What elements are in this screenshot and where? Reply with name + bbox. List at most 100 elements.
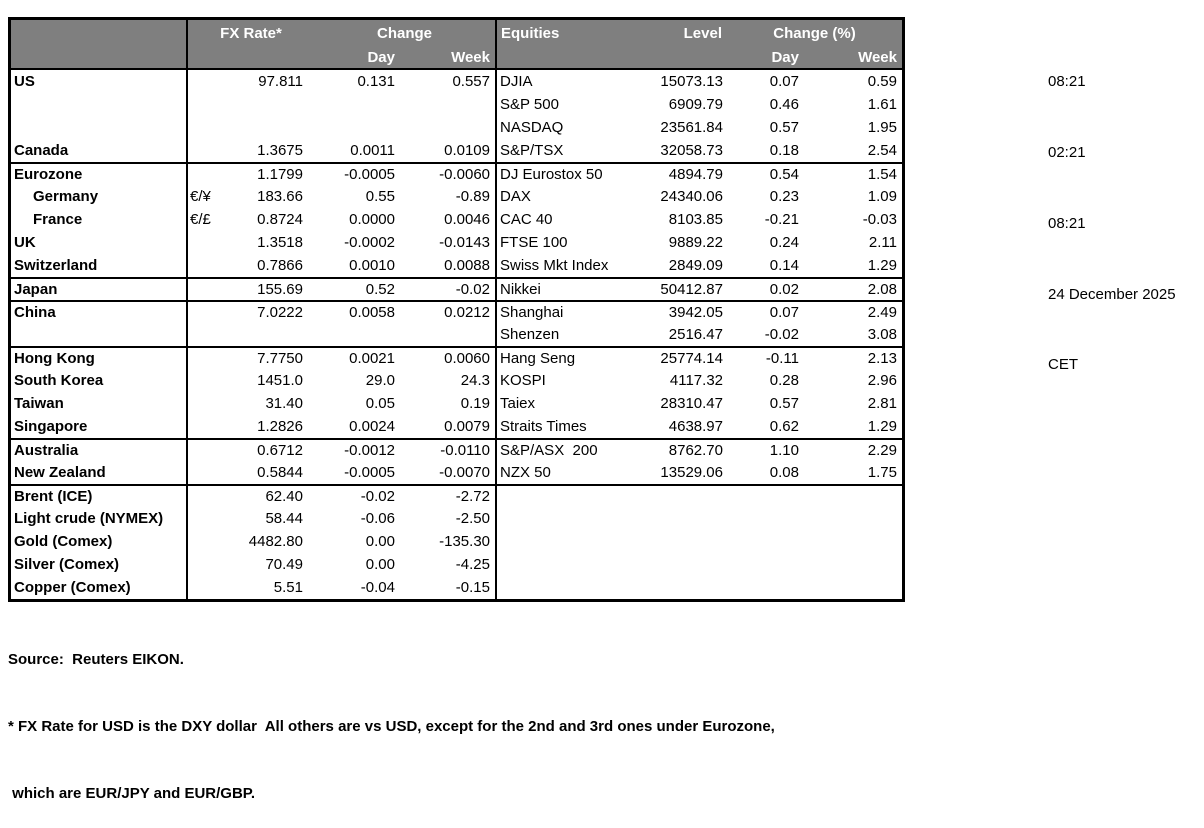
fx-pair-cell: €/£ bbox=[190, 211, 211, 228]
equity-name-cell: Taiex bbox=[495, 392, 635, 415]
fx-week-change-cell: -4.25 bbox=[455, 556, 490, 573]
fx-name-cell: Silver (Comex) bbox=[11, 553, 188, 576]
equity-day-change-cell bbox=[727, 553, 805, 576]
equity-level-cell: 9889.22 bbox=[668, 234, 723, 251]
header-week-left: Week bbox=[451, 49, 490, 66]
equity-name-cell: FTSE 100 bbox=[495, 231, 635, 254]
equity-day-change-cell: 0.23 bbox=[769, 188, 799, 205]
equity-day-change-cell: 0.07 bbox=[769, 73, 799, 90]
fx-day-change-cell: -0.0005 bbox=[344, 166, 395, 183]
equity-week-change-cell: 1.29 bbox=[867, 418, 897, 435]
timestamp-line-2: 02:21 bbox=[1048, 143, 1086, 161]
equity-level-cell bbox=[635, 576, 727, 599]
fx-rate-cell: 7.7750 bbox=[257, 350, 303, 367]
fx-day-change-cell: -0.06 bbox=[360, 510, 395, 527]
table-row: Switzerland 0.7866 0.0010 0.0088 Swiss M… bbox=[11, 254, 902, 277]
equity-day-change-cell: 0.57 bbox=[769, 119, 799, 136]
fx-pair-cell: €/¥ bbox=[190, 188, 211, 205]
fx-pair-cell bbox=[188, 254, 224, 277]
equity-week-change-cell bbox=[805, 576, 902, 599]
fx-week-change-cell: -135.30 bbox=[439, 533, 490, 550]
table-row: Silver (Comex) 70.49 0.00 -4.25 bbox=[11, 553, 902, 576]
fx-week-change-cell: 0.19 bbox=[460, 395, 490, 412]
equity-week-change-cell: 2.29 bbox=[867, 442, 897, 459]
fx-rate-footnote-cont: which are EUR/JPY and EUR/GBP. bbox=[8, 785, 256, 803]
equity-day-change-cell: 0.46 bbox=[769, 96, 799, 113]
equity-name-cell: Hang Seng bbox=[495, 348, 635, 369]
equity-day-change-cell: 0.18 bbox=[769, 142, 799, 159]
table-row: Japan 155.69 0.52 -0.02 Nikkei 50412.87 … bbox=[11, 277, 902, 300]
equity-name-cell: KOSPI bbox=[495, 369, 635, 392]
fx-pair-cell bbox=[188, 231, 224, 254]
table-row: Australia 0.6712 -0.0012 -0.0110 S&P/ASX… bbox=[11, 438, 902, 461]
fx-rate-cell: 1.3675 bbox=[257, 142, 303, 159]
header-equities: Equities bbox=[495, 20, 635, 47]
equity-name-cell: Swiss Mkt Index bbox=[495, 254, 635, 277]
table-row: South Korea 1451.0 29.0 24.3 KOSPI 4117.… bbox=[11, 369, 902, 392]
fx-name-cell: Light crude (NYMEX) bbox=[11, 507, 188, 530]
table-row: New Zealand 0.5844 -0.0005 -0.0070 NZX 5… bbox=[11, 461, 902, 484]
fx-week-change-cell: -0.0060 bbox=[439, 166, 490, 183]
equity-level-cell: 25774.14 bbox=[660, 350, 723, 367]
fx-week-change-cell: 0.557 bbox=[452, 73, 490, 90]
equity-name-cell: S&P/ASX 200 bbox=[495, 440, 635, 461]
fx-rate-cell bbox=[224, 323, 314, 346]
equity-week-change-cell: 0.59 bbox=[867, 73, 897, 90]
equity-name-cell bbox=[495, 576, 635, 599]
equity-name-cell: S&P/TSX bbox=[495, 139, 635, 162]
header-blank-cell bbox=[11, 47, 188, 68]
fx-week-change-cell: 0.0212 bbox=[444, 304, 490, 321]
equity-level-cell: 8103.85 bbox=[668, 211, 723, 228]
fx-pair-cell bbox=[188, 553, 224, 576]
table-row: Hong Kong 7.7750 0.0021 0.0060 Hang Seng… bbox=[11, 346, 902, 369]
header-day-right: Day bbox=[771, 49, 799, 66]
table-row: Brent (ICE) 62.40 -0.02 -2.72 bbox=[11, 484, 902, 507]
table-row: Germany €/¥ 183.66 0.55 -0.89 DAX 24340.… bbox=[11, 185, 902, 208]
table-row: China 7.0222 0.0058 0.0212 Shanghai 3942… bbox=[11, 300, 902, 323]
equity-name-cell bbox=[495, 553, 635, 576]
table-body: US 97.811 0.131 0.557 DJIA 15073.13 0.07… bbox=[11, 70, 902, 599]
equity-week-change-cell: 1.61 bbox=[867, 96, 897, 113]
table-row: Singapore 1.2826 0.0024 0.0079 Straits T… bbox=[11, 415, 902, 438]
fx-rate-cell: 7.0222 bbox=[257, 304, 303, 321]
footnotes: Source: Reuters EIKON. * FX Rate for USD… bbox=[8, 604, 775, 828]
equity-day-change-cell: -0.11 bbox=[765, 350, 799, 367]
equity-name-cell bbox=[495, 530, 635, 553]
header-blank-cell bbox=[224, 47, 314, 68]
table-row: Light crude (NYMEX) 58.44 -0.06 -2.50 bbox=[11, 507, 902, 530]
fx-day-change-cell: 0.00 bbox=[365, 533, 395, 550]
equity-day-change-cell bbox=[727, 507, 805, 530]
header-blank-cell bbox=[188, 47, 224, 68]
table-row: France €/£ 0.8724 0.0000 0.0046 CAC 40 8… bbox=[11, 208, 902, 231]
equity-week-change-cell: 2.96 bbox=[867, 372, 897, 389]
fx-day-change-cell: -0.04 bbox=[360, 579, 395, 596]
equity-day-change-cell: 0.62 bbox=[769, 418, 799, 435]
equity-level-cell: 6909.79 bbox=[668, 96, 723, 113]
market-data-table: FX Rate* Change Equities Level Change (%… bbox=[8, 17, 905, 602]
fx-week-change-cell: -0.02 bbox=[455, 281, 490, 298]
fx-pair-cell bbox=[188, 461, 224, 484]
equity-day-change-cell: 0.07 bbox=[769, 304, 799, 321]
fx-week-change-cell: -2.50 bbox=[455, 510, 490, 527]
fx-rate-cell: 62.40 bbox=[265, 488, 303, 505]
fx-week-change-cell: -0.0070 bbox=[439, 464, 490, 481]
equity-level-cell bbox=[635, 486, 727, 507]
table-row: NASDAQ 23561.84 0.57 1.95 bbox=[11, 116, 902, 139]
equity-day-change-cell bbox=[727, 576, 805, 599]
fx-rate-cell: 58.44 bbox=[265, 510, 303, 527]
fx-pair-cell bbox=[188, 530, 224, 553]
fx-pair-cell bbox=[188, 486, 224, 507]
fx-week-change-cell bbox=[401, 323, 495, 346]
fx-rate-cell bbox=[224, 93, 314, 116]
fx-day-change-cell: 0.0011 bbox=[350, 142, 395, 159]
fx-name-cell: Singapore bbox=[11, 415, 188, 438]
equity-name-cell: CAC 40 bbox=[495, 208, 635, 231]
fx-day-change-cell: 0.131 bbox=[357, 73, 395, 90]
table-row: Shenzen 2516.47 -0.02 3.08 bbox=[11, 323, 902, 346]
table-row: Eurozone 1.1799 -0.0005 -0.0060 DJ Euros… bbox=[11, 162, 902, 185]
equity-level-cell: 2849.09 bbox=[668, 257, 723, 274]
equity-level-cell: 50412.87 bbox=[660, 281, 723, 298]
fx-day-change-cell: 0.0024 bbox=[349, 418, 395, 435]
equity-name-cell: DJ Eurostox 50 bbox=[495, 164, 635, 185]
equity-week-change-cell: 2.08 bbox=[867, 281, 897, 298]
